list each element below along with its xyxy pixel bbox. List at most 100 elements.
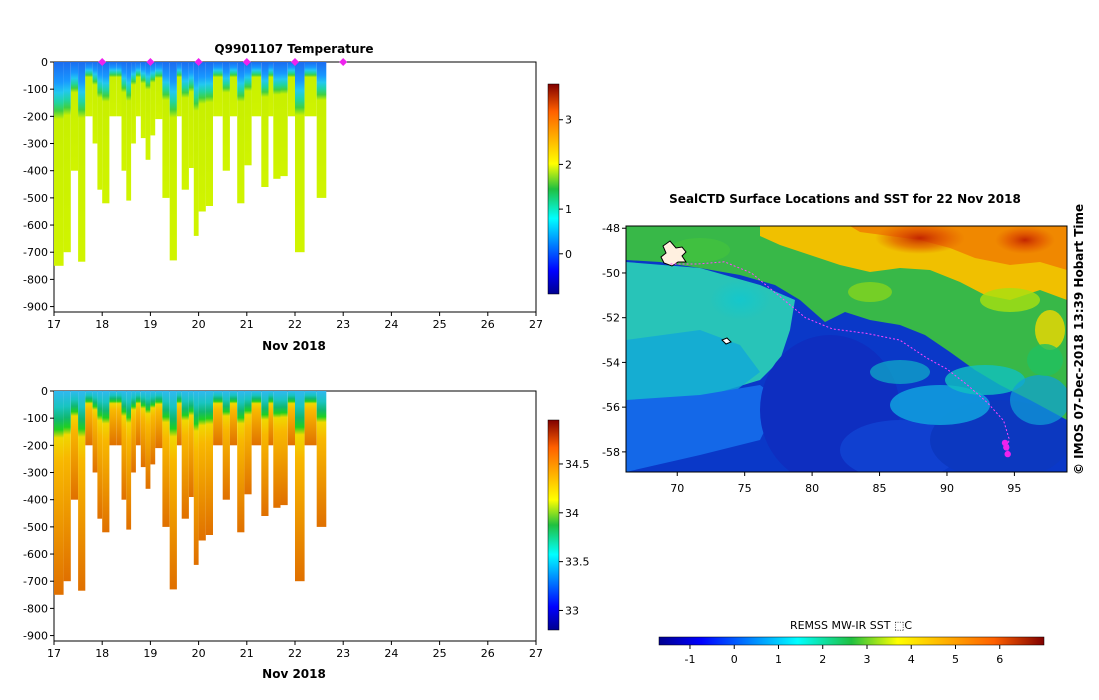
temperature-colorbar-tick-label: 1 — [565, 203, 572, 216]
sst-colorbar-tick-label: 5 — [952, 653, 959, 666]
temperature-profile-bar — [121, 62, 127, 171]
salinity-profile-bar — [261, 391, 269, 516]
temperature-profile-bar — [273, 62, 281, 179]
temperature-y-tick-label: -900 — [23, 301, 48, 314]
temperature-y-tick-label: -500 — [23, 192, 48, 205]
temperature-colorbar-tick-label: 2 — [565, 158, 572, 171]
temperature-y-tick-label: -400 — [23, 165, 48, 178]
surface-marker — [146, 58, 155, 66]
latitude-tick-label: -54 — [602, 356, 620, 369]
temperature-title: Q9901107 Temperature — [214, 42, 373, 56]
kerguelen-island — [660, 240, 687, 267]
salinity-profile-bar — [280, 391, 288, 506]
salinity-colorbar-tick-label: 34 — [565, 507, 579, 520]
salinity-profile-bar — [145, 391, 151, 489]
salinity-profile-bar — [229, 391, 238, 446]
salinity-x-label: Nov 2018 — [262, 667, 326, 681]
temperature-profile-bar — [63, 62, 71, 253]
salinity-y-tick-label: -300 — [23, 467, 48, 480]
heard-island — [721, 337, 732, 345]
temperature-profile-bar — [70, 62, 79, 171]
salinity-x-tick-label: 23 — [336, 647, 350, 660]
temperature-x-tick-label: 21 — [240, 318, 254, 331]
surface-marker — [339, 58, 348, 66]
sst-map-panel: SealCTD Surface Locations and SST for 22… — [602, 192, 1068, 666]
sst-colorbar-tick-label: -1 — [684, 653, 695, 666]
temperature-profile-bar — [78, 62, 86, 262]
salinity-profile-bar — [150, 391, 156, 465]
temperature-y-tick-label: -800 — [23, 273, 48, 286]
temperature-profile-bar — [193, 62, 199, 236]
temperature-x-tick-label: 23 — [336, 318, 350, 331]
temperature-profile-bar — [140, 62, 146, 139]
salinity-profile-bar — [97, 391, 103, 519]
temperature-profile-bar — [261, 62, 269, 187]
temperature-profile-bar — [97, 62, 103, 190]
salinity-profile-bar — [135, 391, 141, 446]
salinity-y-tick-label: -600 — [23, 548, 48, 561]
longitude-tick-label: 95 — [1007, 482, 1021, 495]
temperature-colorbar — [547, 83, 560, 295]
salinity-profile-bar — [295, 391, 305, 582]
temperature-profile-bar — [92, 62, 98, 144]
longitude-tick-label: 75 — [738, 482, 752, 495]
salinity-profile-bar — [162, 391, 170, 527]
temperature-profile-bar — [109, 62, 117, 117]
salinity-x-tick-label: 27 — [529, 647, 543, 660]
salinity-colorbar-tick-label: 33 — [565, 604, 579, 617]
sst-colorbar-tick-label: 3 — [863, 653, 870, 666]
temperature-profile-bar — [237, 62, 245, 204]
temperature-profile-bar — [229, 62, 238, 117]
salinity-profile-bar — [181, 391, 189, 519]
temperature-x-tick-label: 19 — [143, 318, 157, 331]
salinity-profile-bar — [316, 391, 327, 527]
temperature-profile-bar — [280, 62, 288, 177]
temperature-profile-bar — [116, 62, 122, 117]
temperature-profile-bar — [222, 62, 230, 171]
temperature-profile-bar — [189, 62, 194, 168]
salinity-profile-bar — [205, 391, 213, 535]
salinity-y-tick-label: -100 — [23, 412, 48, 425]
temperature-x-tick-label: 24 — [384, 318, 398, 331]
temperature-y-tick-label: -100 — [23, 83, 48, 96]
latitude-tick-label: -52 — [602, 312, 620, 325]
salinity-profile-bar — [213, 391, 223, 446]
sst-field — [626, 226, 1067, 472]
salinity-profile-bar — [85, 391, 93, 446]
salinity-colorbar-ticks: 33 33.5 34 34.5 — [559, 458, 590, 617]
salinity-profile-bar — [63, 391, 71, 582]
salinity-y-tick-label: -500 — [23, 521, 48, 534]
salinity-x-tick-label: 18 — [95, 647, 109, 660]
temperature-y-axis: 0 -100 -200 -300 -400 -500 -600 -700 -800 -900 — [23, 56, 54, 314]
salinity-y-axis: 0 -100 -200 -300 -400 -500 -600 -700 -800 -900 — [23, 385, 54, 643]
sst-colorbar-label: REMSS MW-IR SST ⬚C — [790, 619, 912, 632]
temperature-profile-bar — [316, 62, 327, 198]
surface-marker — [242, 58, 251, 66]
temperature-profile-bar — [150, 62, 156, 136]
salinity-profile-bar — [92, 391, 98, 473]
temperature-profiles — [54, 62, 327, 266]
temperature-profile-bar — [145, 62, 151, 160]
salinity-y-tick-label: -400 — [23, 494, 48, 507]
sst-colorbar-tick-label: 2 — [819, 653, 826, 666]
salinity-profile-bar — [54, 391, 64, 595]
surface-locations — [1001, 439, 1011, 458]
salinity-x-tick-label: 25 — [433, 647, 447, 660]
salinity-y-tick-label: -800 — [23, 602, 48, 615]
temperature-profile-bar — [304, 62, 317, 117]
temperature-panel: Q9901107 Temperature 0 -100 -200 -300 -400 -5… — [23, 42, 572, 353]
salinity-y-tick-label: -200 — [23, 439, 48, 452]
salinity-profile-bar — [140, 391, 146, 468]
salinity-y-tick-label: -700 — [23, 575, 48, 588]
temperature-profile-bar — [268, 62, 274, 117]
temperature-profile-bar — [287, 62, 295, 117]
temperature-x-label: Nov 2018 — [262, 339, 326, 353]
salinity-x-tick-label: 24 — [384, 647, 398, 660]
surface-location-point — [1003, 444, 1010, 451]
temperature-x-tick-label: 17 — [47, 318, 61, 331]
salinity-profile-bar — [131, 391, 136, 473]
surface-location-point — [1004, 450, 1011, 458]
surface-marker — [291, 58, 299, 66]
salinity-profile-bar — [169, 391, 177, 590]
